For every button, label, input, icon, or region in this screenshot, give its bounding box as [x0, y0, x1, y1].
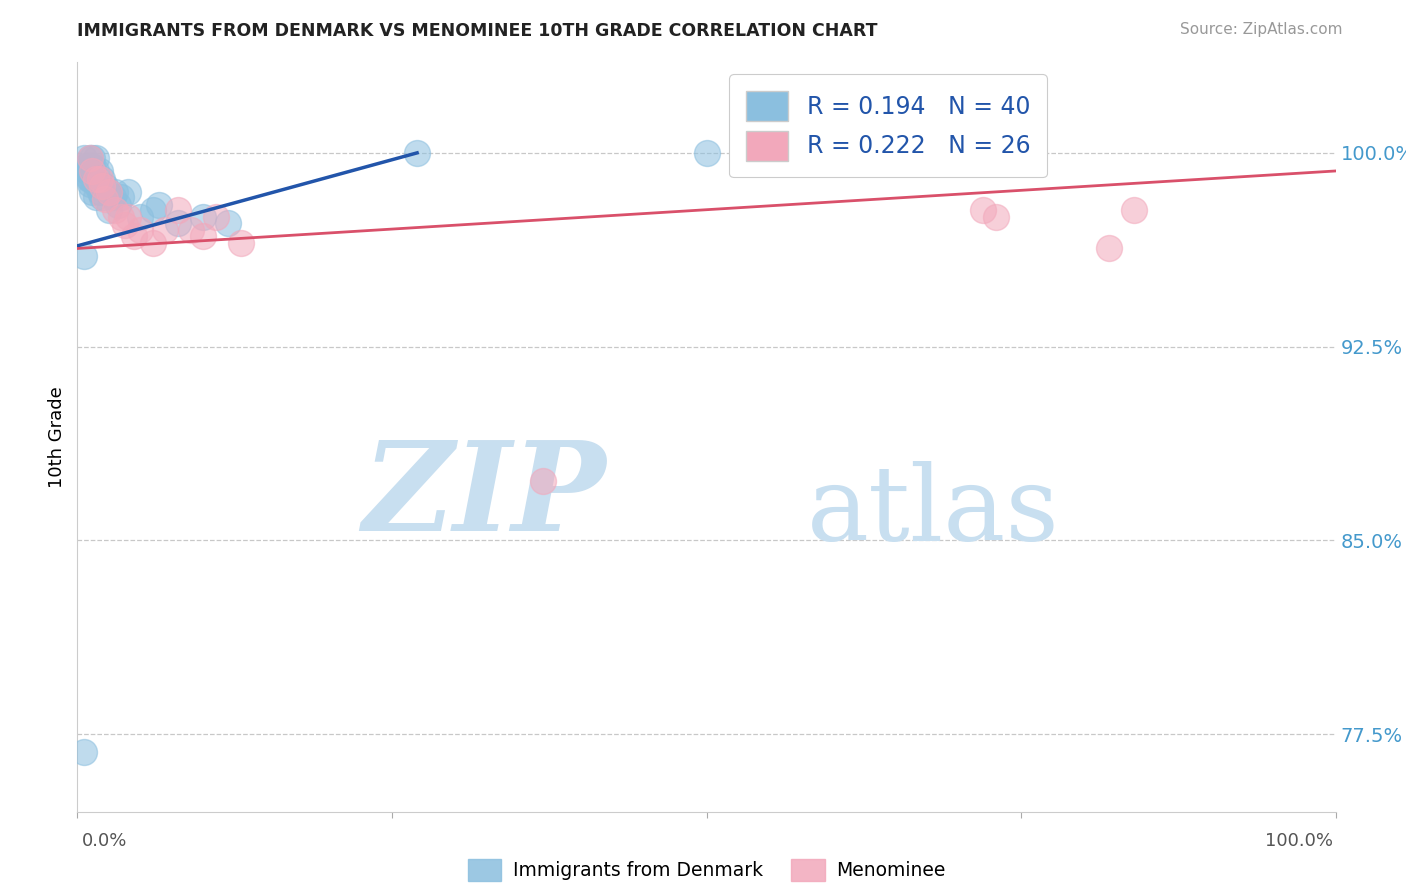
Point: [117, 211, 139, 225]
Point: [129, 223, 152, 237]
Point: [91, 190, 114, 204]
Point: [84, 177, 107, 191]
Point: [76, 164, 98, 178]
Point: [217, 216, 239, 230]
Point: [72, 151, 94, 165]
Point: [110, 211, 132, 225]
Point: [72, 745, 94, 759]
Point: [82, 171, 104, 186]
Point: [180, 223, 202, 237]
Point: [82, 164, 104, 178]
Point: [406, 145, 429, 160]
Point: [84, 164, 107, 178]
Point: [84, 171, 107, 186]
Point: [107, 197, 129, 211]
Point: [972, 202, 994, 217]
Point: [1098, 242, 1121, 256]
Y-axis label: 10th Grade: 10th Grade: [48, 386, 66, 488]
Text: 0.0%: 0.0%: [82, 831, 127, 849]
Point: [89, 164, 111, 178]
Point: [1123, 202, 1146, 217]
Point: [101, 190, 124, 204]
Point: [72, 249, 94, 263]
Point: [167, 202, 190, 217]
Point: [91, 171, 114, 186]
Point: [82, 159, 104, 173]
Point: [142, 202, 165, 217]
Point: [122, 228, 145, 243]
Point: [191, 211, 215, 225]
Point: [191, 228, 215, 243]
Point: [84, 151, 107, 165]
Point: [79, 171, 101, 186]
Point: [97, 185, 120, 199]
Point: [531, 474, 554, 488]
Point: [129, 211, 152, 225]
Point: [82, 185, 104, 199]
Point: [79, 177, 101, 191]
Point: [89, 171, 111, 186]
Point: [77, 171, 100, 186]
Text: ZIP: ZIP: [363, 436, 606, 558]
Point: [104, 202, 127, 217]
Point: [117, 185, 139, 199]
Point: [167, 216, 190, 230]
Point: [696, 145, 718, 160]
Point: [97, 185, 120, 199]
Point: [984, 211, 1007, 225]
Point: [94, 179, 117, 194]
Point: [783, 141, 806, 155]
Point: [84, 190, 107, 204]
Point: [104, 185, 127, 199]
Point: [821, 145, 844, 160]
Point: [79, 164, 101, 178]
Point: [89, 185, 111, 199]
Text: atlas: atlas: [807, 461, 1060, 563]
Point: [155, 223, 177, 237]
Point: [82, 151, 104, 165]
Text: IMMIGRANTS FROM DENMARK VS MENOMINEE 10TH GRADE CORRELATION CHART: IMMIGRANTS FROM DENMARK VS MENOMINEE 10T…: [77, 22, 877, 40]
Point: [79, 159, 101, 173]
Point: [75, 159, 97, 173]
Point: [148, 197, 170, 211]
Text: 100.0%: 100.0%: [1265, 831, 1333, 849]
Point: [114, 218, 136, 232]
Point: [79, 151, 101, 165]
Point: [110, 190, 132, 204]
Legend: Immigrants from Denmark, Menominee: Immigrants from Denmark, Menominee: [460, 852, 953, 888]
Point: [142, 236, 165, 251]
Point: [229, 236, 252, 251]
Point: [91, 179, 114, 194]
Text: Source: ZipAtlas.com: Source: ZipAtlas.com: [1180, 22, 1343, 37]
Point: [79, 151, 101, 165]
Point: [94, 193, 117, 207]
Point: [204, 211, 226, 225]
Point: [97, 202, 120, 217]
